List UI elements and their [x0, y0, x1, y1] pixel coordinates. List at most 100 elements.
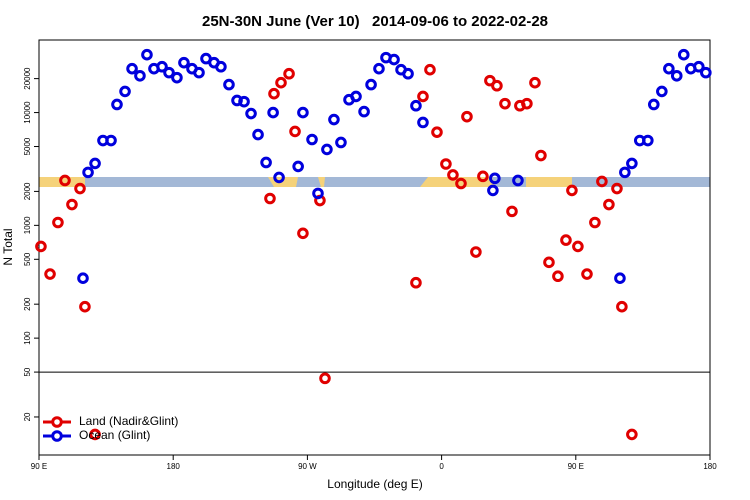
point	[350, 90, 362, 103]
point	[297, 227, 309, 240]
point	[312, 187, 324, 200]
point	[79, 300, 91, 313]
point	[321, 143, 333, 156]
point	[171, 71, 183, 84]
point	[178, 56, 190, 69]
point	[647, 98, 660, 111]
point	[663, 62, 675, 75]
point	[487, 184, 499, 197]
point	[328, 113, 340, 126]
point	[111, 98, 123, 111]
x-tick-label: 180	[167, 462, 181, 471]
point	[193, 66, 205, 79]
point	[89, 428, 101, 441]
point	[589, 216, 601, 229]
plot-frame	[38, 39, 711, 456]
point	[365, 78, 377, 91]
point	[163, 66, 175, 79]
point	[614, 272, 626, 284]
x-axis-label: Longitude (deg E)	[327, 477, 422, 491]
point	[410, 276, 422, 289]
point	[535, 149, 547, 162]
point	[74, 182, 86, 195]
point	[572, 240, 584, 253]
y-axis-label: N Total	[1, 228, 15, 265]
point	[59, 174, 71, 187]
point	[275, 76, 287, 89]
x-tick-label: 90 E	[31, 462, 47, 471]
legend-marker	[51, 430, 63, 442]
point	[619, 166, 631, 179]
point	[626, 428, 638, 441]
point	[44, 268, 56, 280]
x-tick-label: 90 W	[298, 462, 317, 471]
point	[677, 48, 690, 61]
point	[417, 90, 429, 103]
point	[670, 69, 683, 82]
y-tick-label: 20000	[23, 67, 32, 90]
point	[642, 134, 654, 147]
point	[440, 158, 452, 170]
point	[656, 85, 668, 98]
y-tick-label: 50	[23, 367, 32, 376]
point	[693, 60, 705, 73]
point	[297, 106, 309, 119]
point	[603, 198, 615, 211]
y-tick-label: 2000	[23, 182, 32, 200]
x-tick-label: 90 E	[568, 462, 584, 471]
point	[388, 53, 400, 66]
chart-title: 25N-30N June (Ver 10) 2014-09-06 to 2022…	[202, 13, 548, 30]
y-tick-label: 10000	[23, 101, 32, 124]
point	[126, 62, 138, 75]
point	[581, 268, 593, 280]
point	[267, 106, 279, 119]
point	[512, 174, 524, 187]
point	[156, 60, 168, 73]
point	[560, 234, 572, 246]
point	[424, 63, 436, 76]
point	[273, 171, 285, 184]
y-tick-label: 20	[23, 412, 32, 421]
point	[89, 157, 101, 170]
point	[417, 116, 429, 129]
point	[268, 87, 280, 100]
point	[373, 62, 385, 75]
point	[358, 105, 370, 118]
mask-band	[39, 177, 710, 187]
point	[35, 240, 47, 253]
x-tick-label: 180	[703, 462, 717, 471]
point	[596, 175, 608, 188]
y-tick-label: 1000	[23, 216, 32, 234]
point	[260, 156, 272, 169]
point	[499, 97, 511, 110]
point	[77, 272, 89, 284]
point	[566, 184, 578, 197]
point	[238, 95, 250, 108]
point	[306, 133, 318, 146]
point	[611, 182, 623, 195]
point	[134, 69, 146, 82]
legend-label: Ocean (Glint)	[79, 428, 150, 442]
point	[119, 85, 131, 98]
y-tick-label: 200	[23, 297, 32, 311]
y-tick-label: 5000	[23, 137, 32, 155]
y-tick-label: 100	[23, 331, 32, 345]
point	[335, 136, 347, 149]
point	[264, 192, 276, 205]
point	[141, 48, 153, 61]
point	[215, 60, 227, 73]
point	[410, 99, 422, 112]
point	[455, 177, 467, 190]
point	[245, 107, 257, 120]
point	[491, 79, 503, 92]
point	[477, 170, 489, 183]
point	[506, 205, 518, 218]
y-tick-label: 500	[23, 252, 32, 266]
point	[82, 166, 94, 179]
point	[66, 198, 78, 211]
point	[292, 160, 304, 173]
point	[283, 67, 295, 80]
point	[489, 172, 501, 185]
point	[52, 216, 64, 229]
